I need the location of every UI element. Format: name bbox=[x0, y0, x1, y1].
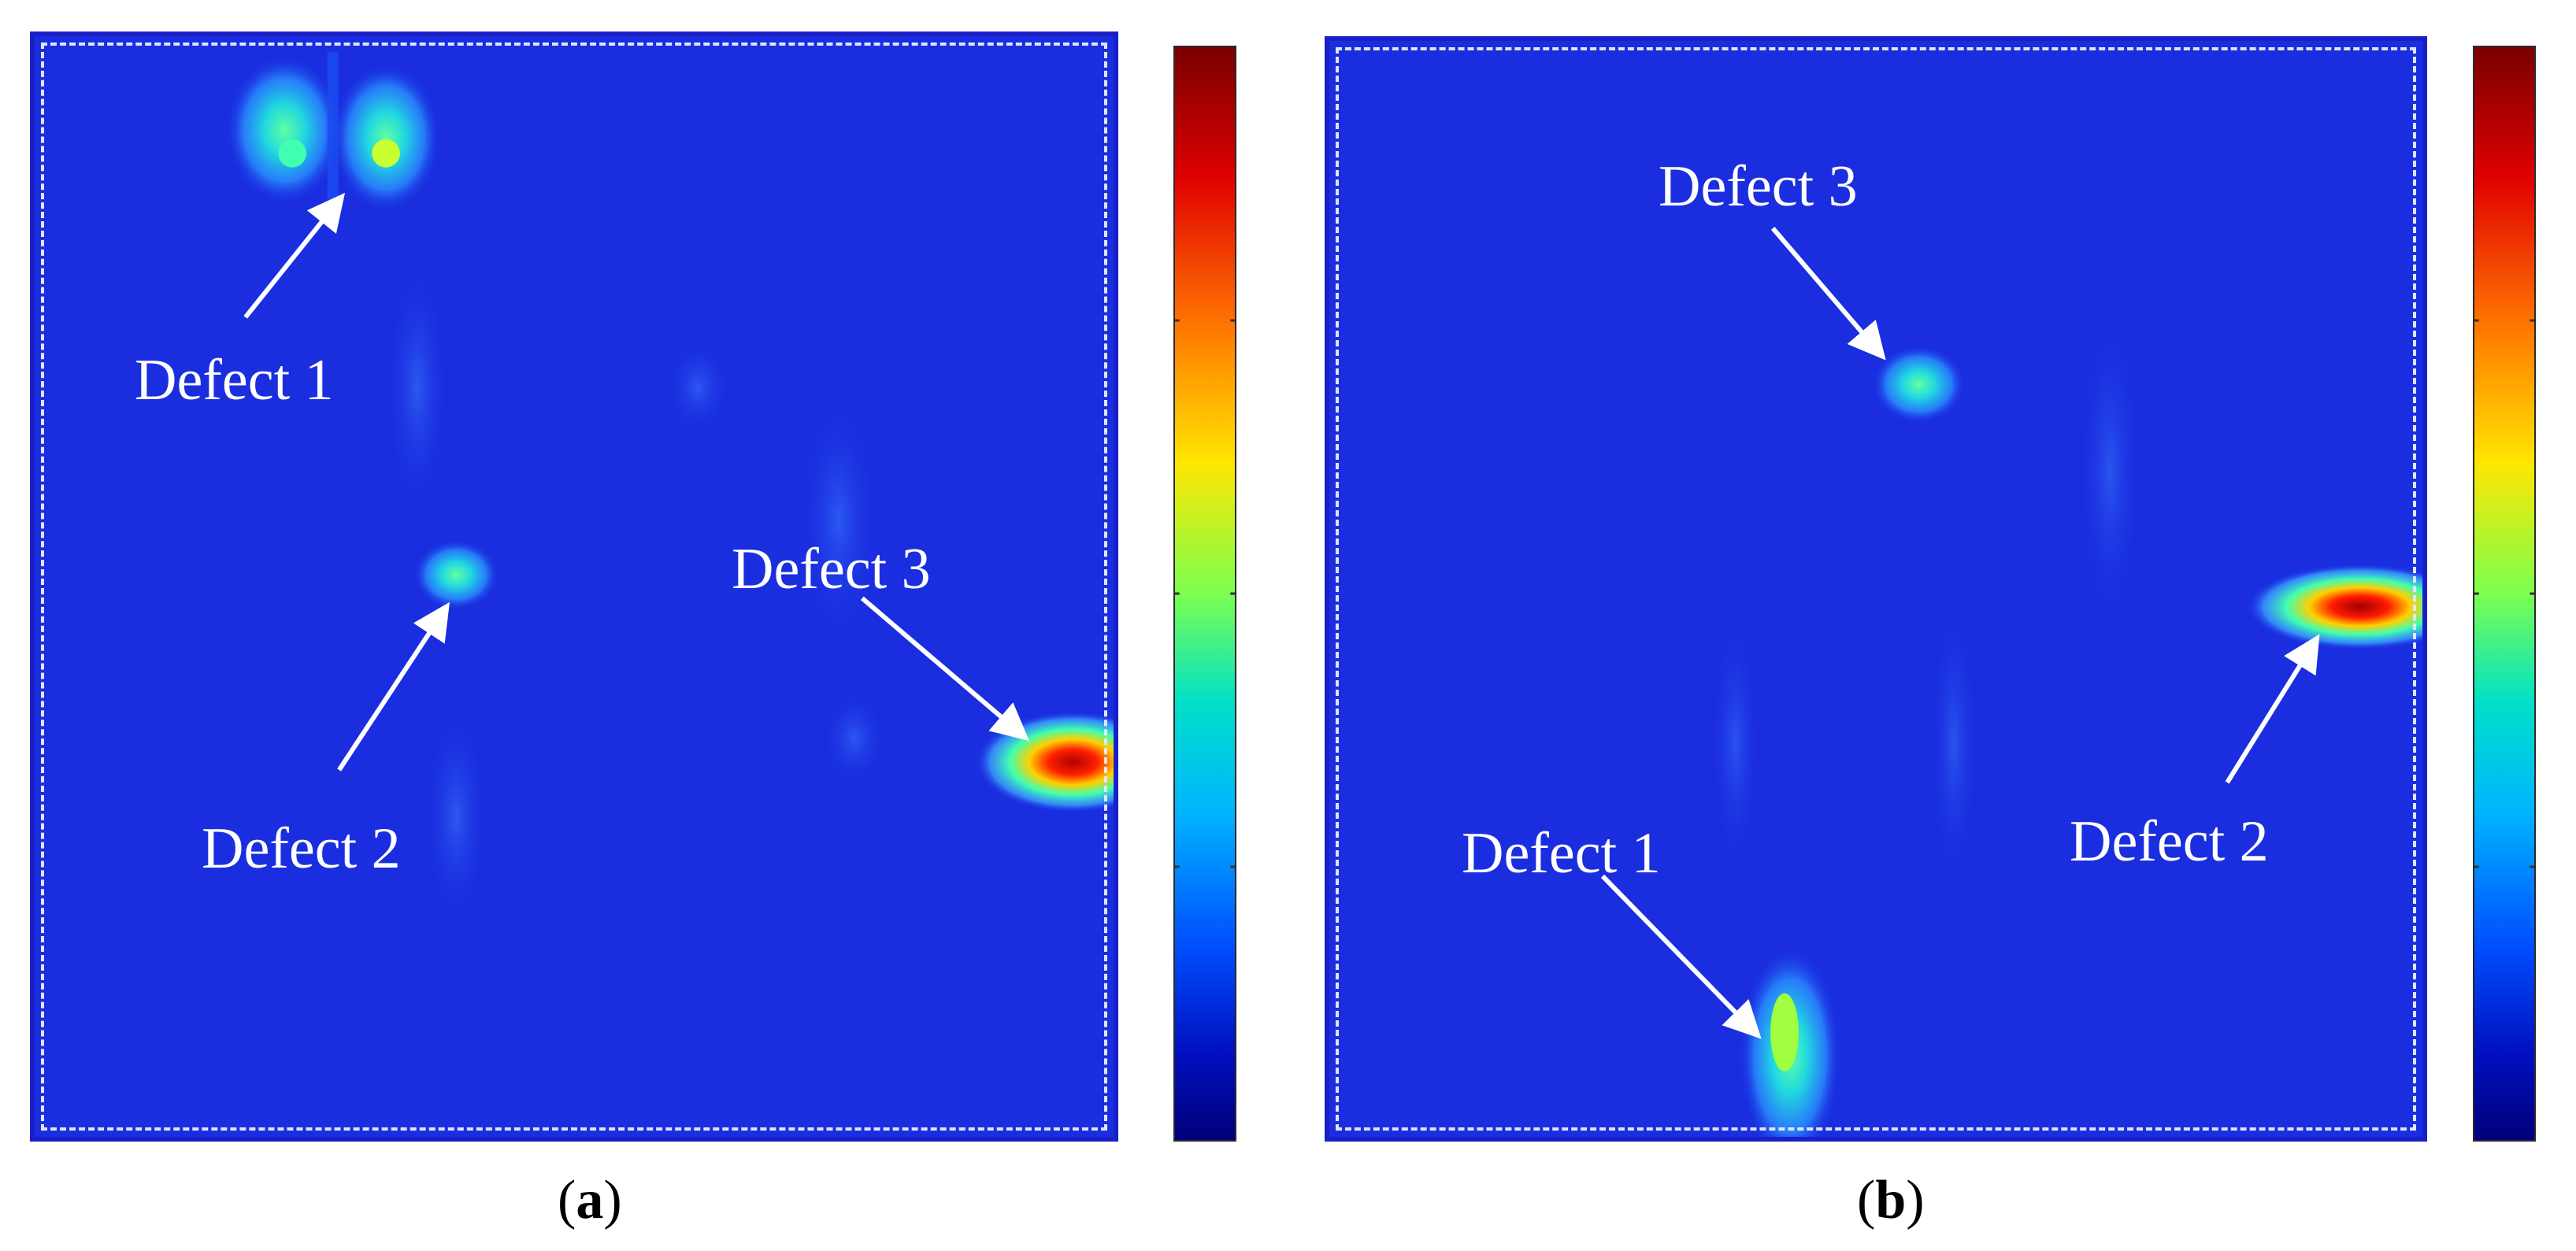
thermal-image-b: Defect 3 Defect 2 Defect 1 bbox=[1325, 36, 2427, 1142]
defect-1-hotspot-right bbox=[331, 63, 441, 213]
heat-map-b bbox=[1329, 41, 2422, 1137]
background bbox=[35, 36, 1114, 1137]
background bbox=[1329, 41, 2422, 1137]
colorbar-b bbox=[2473, 46, 2536, 1142]
caption-b: (b) bbox=[1857, 1173, 1925, 1228]
caption-a: (a) bbox=[558, 1173, 622, 1228]
caption-b-letter: b bbox=[1875, 1170, 1907, 1231]
heat-map-a bbox=[35, 36, 1114, 1137]
defect-2-hotspot bbox=[2246, 564, 2422, 650]
label-defect-2: Defect 2 bbox=[202, 816, 401, 881]
defect-2-hotspot bbox=[413, 539, 499, 610]
caption-a-close: ) bbox=[603, 1170, 622, 1231]
caption-b-close: ) bbox=[1906, 1170, 1925, 1231]
defect-3-hotspot bbox=[1872, 345, 1966, 424]
thermal-image-a: Defect 1 Defect 2 Defect 3 bbox=[30, 31, 1118, 1142]
label-defect-2: Defect 2 bbox=[2070, 809, 2269, 874]
caption-b-open: ( bbox=[1857, 1170, 1876, 1231]
label-defect-1: Defect 1 bbox=[1462, 821, 1661, 886]
label-defect-3: Defect 3 bbox=[732, 537, 931, 601]
label-defect-3: Defect 3 bbox=[1659, 154, 1858, 219]
colorbar-a bbox=[1173, 46, 1236, 1142]
caption-a-letter: a bbox=[576, 1170, 604, 1231]
label-defect-1: Defect 1 bbox=[135, 348, 334, 413]
caption-a-open: ( bbox=[558, 1170, 576, 1231]
defect-1-hotspot-left bbox=[225, 55, 343, 205]
